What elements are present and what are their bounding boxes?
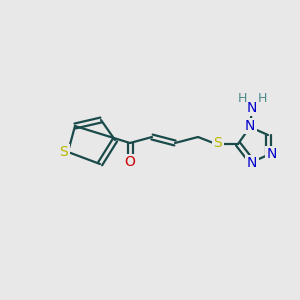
Text: H: H	[237, 92, 247, 106]
Text: S: S	[60, 145, 68, 159]
Text: N: N	[247, 101, 257, 115]
Text: N: N	[245, 119, 255, 133]
Text: N: N	[267, 147, 277, 161]
Text: N: N	[247, 156, 257, 170]
Text: S: S	[214, 136, 222, 150]
Text: H: H	[257, 92, 267, 106]
Text: O: O	[124, 155, 135, 169]
